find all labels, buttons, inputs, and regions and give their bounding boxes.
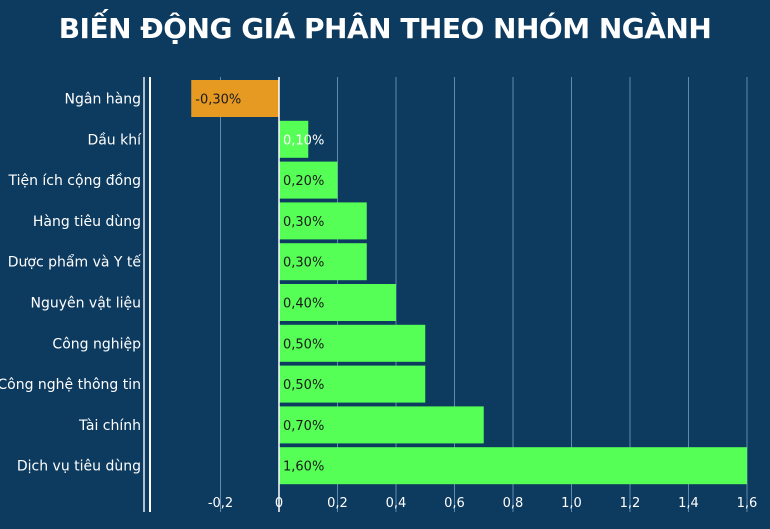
bar [279, 243, 367, 281]
data-label: -0,30% [195, 93, 241, 108]
bar [191, 80, 279, 117]
x-tick-label: 0,8 [503, 496, 524, 511]
category-label: Dầu khí [87, 132, 142, 148]
x-tick-label: 0,6 [444, 496, 465, 511]
data-label: 0,30% [283, 256, 324, 271]
category-label: Công nghiệp [52, 336, 141, 352]
bar [279, 365, 426, 403]
category-label: Công nghệ thông tin [0, 377, 141, 393]
data-label: 0,20% [283, 174, 324, 189]
data-label: 0,50% [283, 337, 324, 352]
x-tick-label: 1,4 [678, 496, 699, 511]
x-tick-label: 0,4 [386, 496, 407, 511]
category-label: Hàng tiêu dùng [33, 214, 141, 230]
data-label: 0,50% [283, 378, 324, 393]
x-tick-label: 0,2 [327, 496, 348, 511]
bar [279, 324, 426, 362]
chart-title: BIẾN ĐỘNG GIÁ PHÂN THEO NHÓM NGÀNH [58, 12, 712, 45]
data-label: 0,70% [283, 419, 324, 434]
category-label: Ngân hàng [65, 92, 141, 108]
category-label: Tiện ích cộng đồng [7, 172, 141, 189]
x-tick-label: 1,2 [620, 496, 641, 511]
x-tick-label: 1,6 [737, 496, 758, 511]
category-label: Tài chính [78, 418, 141, 434]
bar [279, 120, 309, 158]
bar [279, 161, 338, 199]
data-label: 1,60% [283, 460, 324, 475]
data-label: 0,40% [283, 297, 324, 312]
x-tick-label: 0 [275, 496, 283, 511]
category-label: Dược phẩm và Y tế [8, 254, 142, 271]
bar [279, 406, 484, 444]
bar [279, 447, 747, 485]
category-label: Nguyên vật liệu [30, 296, 141, 312]
x-tick-label: -0,2 [208, 496, 233, 511]
data-label: 0,10% [283, 133, 324, 148]
data-label: 0,30% [283, 215, 324, 230]
bar [279, 284, 396, 321]
category-label: Dịch vụ tiêu dùng [17, 459, 141, 475]
x-tick-label: 1,0 [561, 496, 582, 511]
bar [279, 202, 367, 240]
